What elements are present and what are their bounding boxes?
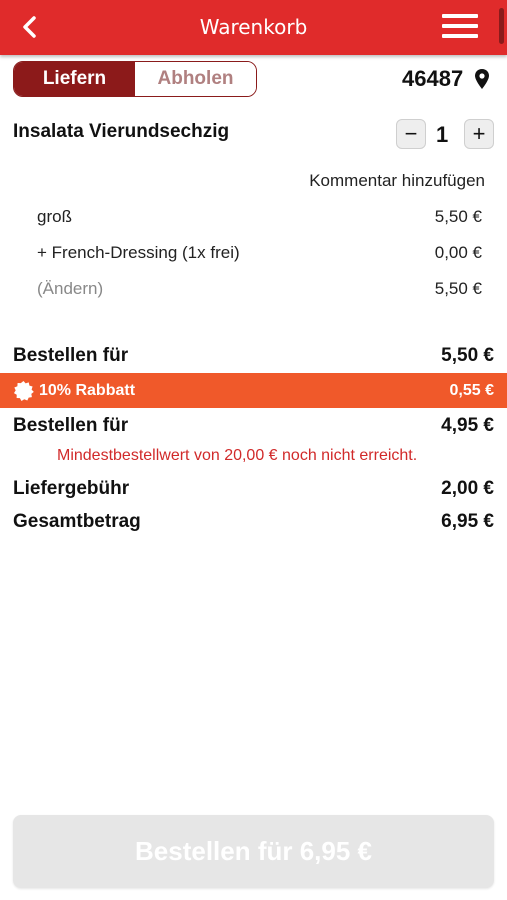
total-row: Gesamtbetrag 6,95 € bbox=[13, 511, 494, 533]
scrollbar[interactable] bbox=[499, 8, 504, 44]
back-button[interactable] bbox=[14, 12, 44, 42]
subtotal-label: Bestellen für bbox=[13, 345, 129, 366]
hamburger-menu-icon bbox=[442, 24, 478, 28]
minus-icon: − bbox=[404, 121, 418, 146]
minimum-order-warning: Mindestbestellwert von 20,00 € noch nich… bbox=[57, 447, 418, 464]
after-discount-label: Bestellen für bbox=[13, 415, 129, 436]
discount-badge-icon bbox=[13, 380, 34, 401]
option-label: + French-Dressing (1x frei) bbox=[37, 243, 240, 262]
subtotal-row: Bestellen für 5,50 € bbox=[13, 345, 494, 367]
add-comment-link[interactable]: Kommentar hinzufügen bbox=[309, 171, 485, 190]
menu-button[interactable] bbox=[442, 14, 478, 40]
total-label: Gesamtbetrag bbox=[13, 511, 141, 532]
after-discount-value: 4,95 € bbox=[441, 415, 494, 436]
discount-row: 10% Rabbatt 0,55 € bbox=[0, 373, 507, 408]
tab-abholen[interactable]: Abholen bbox=[135, 62, 256, 96]
map-pin-icon[interactable] bbox=[474, 68, 490, 90]
order-button-label: Bestellen für 6,95 € bbox=[135, 836, 372, 866]
option-price: 5,50 € bbox=[434, 279, 482, 298]
top-bar: Warenkorb bbox=[0, 0, 507, 55]
order-button[interactable]: Bestellen für 6,95 € bbox=[13, 815, 494, 888]
option-price: 0,00 € bbox=[434, 243, 482, 262]
hamburger-menu-icon bbox=[442, 14, 478, 18]
after-discount-row: Bestellen für 4,95 € bbox=[13, 415, 494, 437]
item-name: Insalata Vierundsechzig bbox=[13, 121, 230, 142]
option-price: 5,50 € bbox=[434, 207, 482, 226]
increase-quantity-button[interactable]: + bbox=[464, 119, 494, 149]
discount-label: 10% Rabbatt bbox=[39, 381, 136, 399]
subtotal-value: 5,50 € bbox=[441, 345, 494, 366]
hamburger-menu-icon bbox=[442, 34, 478, 38]
decrease-quantity-button[interactable]: − bbox=[396, 119, 426, 149]
delivery-fee-label: Liefergebühr bbox=[13, 478, 130, 499]
change-options-link[interactable]: (Ändern) bbox=[37, 279, 104, 298]
discount-value: 0,55 € bbox=[449, 381, 494, 399]
postal-code[interactable]: 46487 bbox=[402, 66, 464, 91]
chevron-left-icon bbox=[23, 16, 36, 38]
delivery-fee-value: 2,00 € bbox=[441, 478, 494, 499]
option-label: groß bbox=[37, 207, 72, 226]
delivery-fee-row: Liefergebühr 2,00 € bbox=[13, 478, 494, 500]
tab-liefern[interactable]: Liefern bbox=[14, 62, 135, 96]
plus-icon: + bbox=[472, 121, 486, 146]
quantity-value: 1 bbox=[436, 122, 449, 147]
total-value: 6,95 € bbox=[441, 511, 494, 532]
delivery-toggle: Liefern Abholen bbox=[13, 61, 257, 97]
page-title: Warenkorb bbox=[199, 15, 308, 39]
